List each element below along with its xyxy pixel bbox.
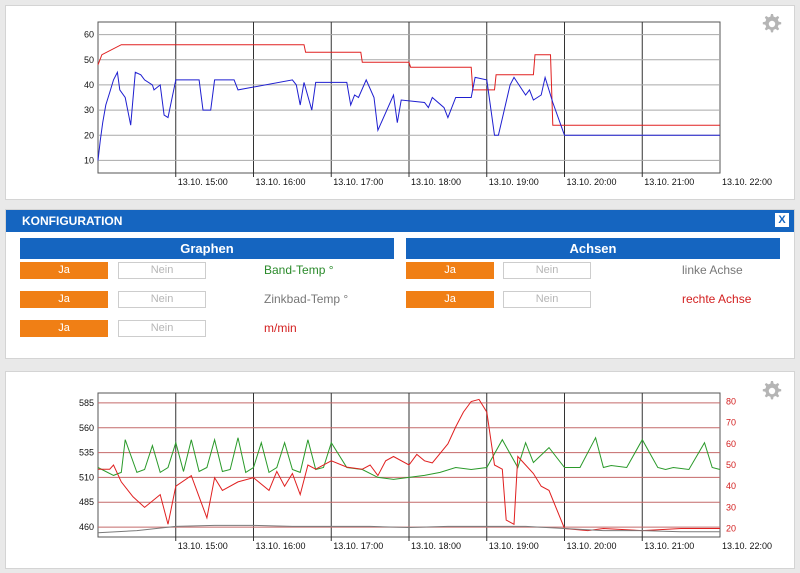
series-line-0 <box>97 436 721 480</box>
y-right-tick-label: 70 <box>726 418 736 428</box>
y-tick-label: 20 <box>84 130 94 140</box>
right-axis-no-button[interactable]: Nein <box>503 291 591 308</box>
y-tick-label: 510 <box>79 472 94 482</box>
y-tick-label: 460 <box>79 522 94 532</box>
section-title-achsen: Achsen <box>406 238 780 259</box>
y-tick-label: 535 <box>79 448 94 458</box>
x-tick-label: 13.10. 17:00 <box>333 541 383 551</box>
x-tick-label: 13.10. 15:00 <box>178 541 228 551</box>
configuration-panel: KONFIGURATION X Graphen Achsen Ja Nein B… <box>5 209 795 359</box>
y-right-tick-label: 80 <box>726 396 736 406</box>
speed-no-button[interactable]: Nein <box>118 320 206 337</box>
x-tick-label: 13.10. 18:00 <box>411 541 461 551</box>
y-tick-label: 40 <box>84 80 94 90</box>
x-tick-label: 13.10. 20:00 <box>567 177 617 187</box>
left-axis-yes-button[interactable]: Ja <box>406 262 494 279</box>
x-tick-label: 13.10. 22:00 <box>722 541 772 551</box>
x-tick-label: 13.10. 22:00 <box>722 177 772 187</box>
x-tick-label: 13.10. 19:00 <box>489 177 539 187</box>
x-tick-label: 13.10. 19:00 <box>489 541 539 551</box>
y-right-tick-label: 40 <box>726 481 736 491</box>
y-right-tick-label: 50 <box>726 460 736 470</box>
config-title: KONFIGURATION <box>22 214 123 228</box>
y-right-tick-label: 20 <box>726 524 736 534</box>
top-chart-panel: 13.10. 15:00 13.10. 16:00 13.10. 17:00 13.1… <box>5 5 795 200</box>
y-tick-label: 585 <box>79 398 94 408</box>
series-line-2 <box>97 524 720 534</box>
top-line-chart: 13.10. 15:00 13.10. 16:00 13.10. 17:00 13.1… <box>84 21 772 187</box>
band-temp-no-button[interactable]: Nein <box>118 262 206 279</box>
x-tick-label: 13.10. 21:00 <box>644 541 694 551</box>
y-tick-label: 560 <box>79 423 94 433</box>
y-right-tick-label: 60 <box>726 439 736 449</box>
zinkbad-temp-no-button[interactable]: Nein <box>118 291 206 308</box>
bottom-line-chart: 13.10. 15:00 13.10. 16:00 13.10. 17:00 13.1… <box>79 392 772 551</box>
x-tick-label: 13.10. 16:00 <box>256 177 306 187</box>
zinkbad-temp-label: Zinkbad-Temp ° <box>264 292 349 306</box>
section-title-graphen: Graphen <box>20 238 394 259</box>
x-tick-label: 13.10. 21:00 <box>644 177 694 187</box>
y-tick-label: 30 <box>84 105 94 115</box>
speed-label: m/min <box>264 321 297 335</box>
speed-yes-button[interactable]: Ja <box>20 320 108 337</box>
close-button[interactable]: X <box>774 212 790 228</box>
bottom-chart-panel: 13.10. 15:00 13.10. 16:00 13.10. 17:00 13.1… <box>5 371 795 569</box>
right-axis-label: rechte Achse <box>682 292 752 306</box>
left-axis-no-button[interactable]: Nein <box>503 262 591 279</box>
zinkbad-temp-yes-button[interactable]: Ja <box>20 291 108 308</box>
band-temp-label: Band-Temp ° <box>264 263 334 277</box>
x-tick-label: 13.10. 16:00 <box>256 541 306 551</box>
series-line-1 <box>97 70 720 161</box>
y-tick-label: 10 <box>84 155 94 165</box>
gear-icon[interactable] <box>758 378 784 404</box>
band-temp-yes-button[interactable]: Ja <box>20 262 108 279</box>
series-line-0 <box>97 44 720 126</box>
y-tick-label: 50 <box>84 55 94 65</box>
x-tick-label: 13.10. 20:00 <box>567 541 617 551</box>
y-tick-label: 60 <box>84 30 94 40</box>
y-right-tick-label: 30 <box>726 502 736 512</box>
y-tick-label: 485 <box>79 497 94 507</box>
config-header: KONFIGURATION <box>6 210 794 232</box>
gear-icon[interactable] <box>758 11 784 37</box>
right-axis-yes-button[interactable]: Ja <box>406 291 494 308</box>
x-tick-label: 13.10. 18:00 <box>411 177 461 187</box>
x-tick-label: 13.10. 17:00 <box>333 177 383 187</box>
series-line-1 <box>98 398 720 532</box>
left-axis-label: linke Achse <box>682 263 743 277</box>
x-tick-label: 13.10. 15:00 <box>178 177 228 187</box>
